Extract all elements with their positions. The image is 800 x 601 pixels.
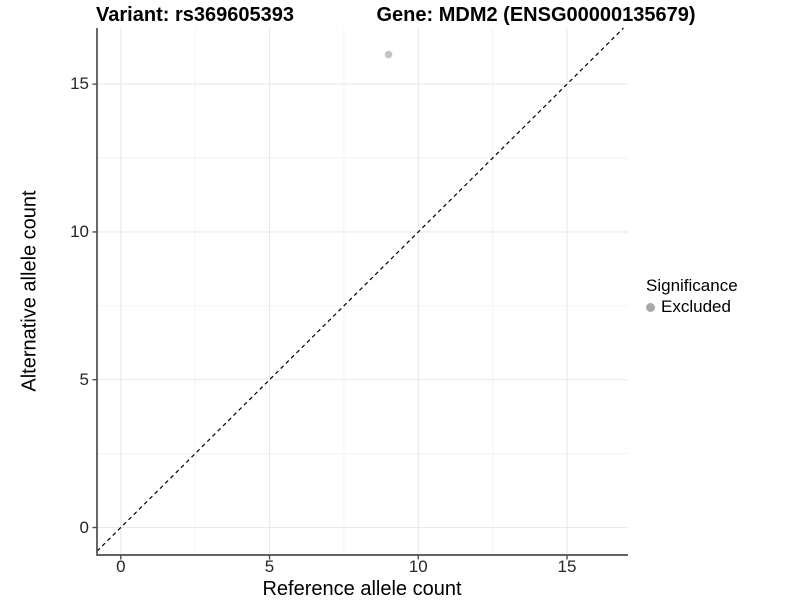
x-tick-label-5: 5	[264, 557, 275, 576]
data-point-excluded	[384, 50, 393, 59]
x-axis-title: Reference allele count	[262, 578, 462, 600]
axis-lines	[96, 28, 628, 556]
y-axis-title: Alternative allele count	[18, 190, 41, 392]
identity-dashed-line	[96, 27, 624, 552]
legend-item-excluded: Excluded	[646, 296, 738, 318]
legend-item-label: Excluded	[661, 297, 731, 316]
plot-title-gene: Gene: MDM2 (ENSG00000135679)	[376, 4, 696, 26]
legend: Significance Excluded	[646, 276, 738, 318]
y-tick-label-5: 5	[79, 369, 89, 389]
x-tick-label-0: 0	[116, 557, 126, 576]
legend-title: Significance	[646, 276, 738, 295]
x-tick-label-15: 15	[557, 557, 577, 576]
y-tick-label-15: 15	[70, 74, 89, 94]
y-tick-label-10: 10	[70, 221, 89, 241]
plot-title-variant: Variant: rs369605393	[96, 4, 294, 26]
legend-point-icon	[646, 302, 655, 312]
x-tick-label-10: 10	[408, 557, 428, 576]
y-tick-label-0: 0	[79, 517, 89, 537]
